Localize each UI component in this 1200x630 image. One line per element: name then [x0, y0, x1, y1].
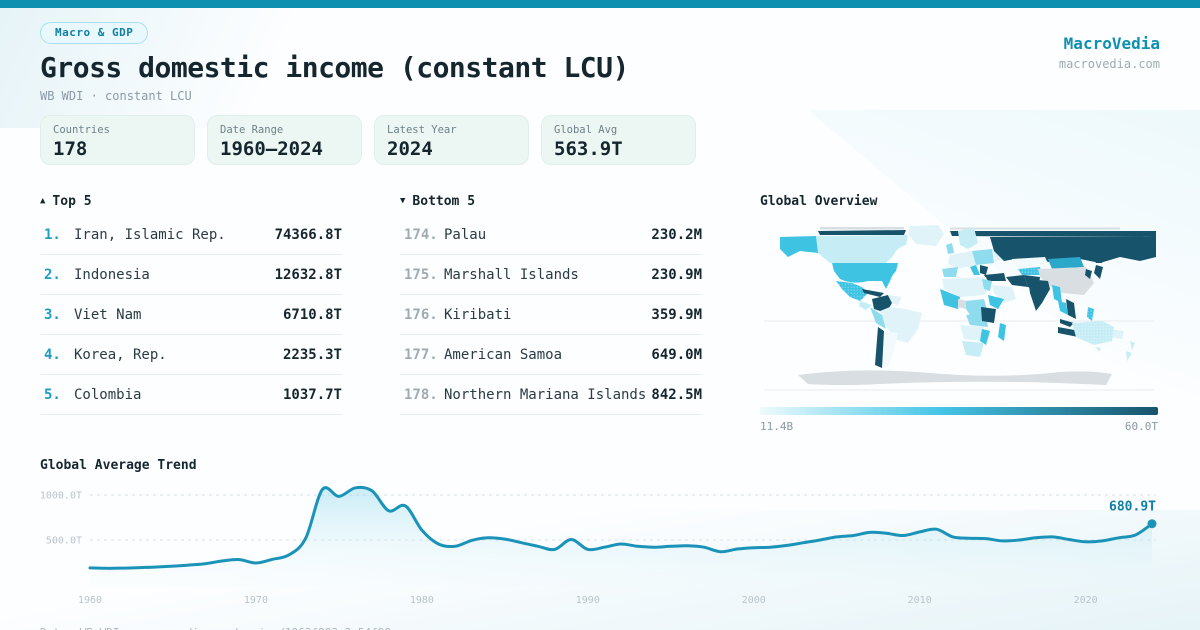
triangle-down-icon: ▼ [400, 196, 406, 206]
rank-number: 4. [44, 346, 61, 363]
list-item: 3. Viet Nam 6710.8T [40, 295, 342, 335]
country-name: Korea, Rep. [74, 346, 167, 363]
country-name: Kiribati [444, 306, 512, 323]
stat-label: Latest Year [387, 124, 457, 136]
stat-cards-row: Countries 178 Date Range 1960—2024 Lates… [40, 115, 1160, 165]
country-value: 230.2M [651, 226, 702, 243]
list-item: 177. American Samoa 649.0M [400, 335, 702, 375]
stat-label: Global Avg [554, 124, 618, 136]
top5-title: Top 5 [52, 193, 92, 209]
rank-number: 177. [404, 346, 438, 363]
list-item: 5. Colombia 1037.7T [40, 375, 342, 415]
country-value: 6710.8T [282, 306, 342, 323]
category-badge[interactable]: Macro & GDP [40, 22, 149, 44]
map-title: Global Overview [760, 193, 878, 209]
svg-text:500.0T: 500.0T [46, 536, 82, 547]
list-item: 175. Marshall Islands 230.9M [400, 255, 702, 295]
global-overview-panel: Global Overview [760, 191, 1158, 433]
stat-card-date-range: Date Range 1960—2024 [207, 115, 362, 165]
trend-line-chart: 500.0T 1000.0T 1960 1970 1980 1990 2000 2010 202… [40, 485, 1157, 606]
list-item: 178. Northern Mariana Islands 842.5M [400, 375, 702, 415]
list-item: 176. Kiribati 359.9M [400, 295, 702, 335]
list-item: 4. Korea, Rep. 2235.3T [40, 335, 342, 375]
rank-number: 3. [44, 306, 61, 323]
svg-text:2020: 2020 [1074, 595, 1098, 606]
stat-value: 1960—2024 [220, 138, 323, 160]
country-name: Viet Nam [74, 306, 142, 323]
country-value: 842.5M [651, 386, 702, 403]
top5-panel: ▲ Top 5 1. Iran, Islamic Rep. 74366.8T 2… [40, 191, 342, 433]
country-name: Marshall Islands [444, 266, 579, 283]
rank-number: 178. [404, 386, 438, 403]
world-choropleth-map [764, 225, 1156, 391]
svg-text:2000: 2000 [742, 595, 766, 606]
country-name: Palau [444, 226, 487, 243]
svg-text:1960: 1960 [78, 595, 102, 606]
rank-number: 5. [44, 386, 61, 403]
stat-value: 563.9T [554, 138, 623, 160]
map-regions [780, 225, 1156, 385]
legend-max-label: 60.0T [1124, 420, 1158, 433]
svg-text:1980: 1980 [410, 595, 434, 606]
brand-name[interactable]: MacroVedia [1063, 34, 1160, 53]
country-name: Iran, Islamic Rep. [74, 226, 226, 243]
stat-label: Countries [53, 124, 110, 136]
page-title: Gross domestic income (constant LCU) [40, 51, 629, 84]
bottom5-panel: ▼ Bottom 5 174. Palau 230.2M 175. Marsha… [400, 191, 702, 433]
country-name: Indonesia [74, 266, 150, 283]
top5-header: ▲ Top 5 [40, 191, 342, 211]
svg-text:2010: 2010 [908, 595, 932, 606]
stat-value: 178 [53, 138, 88, 160]
stat-card-latest-year: Latest Year 2024 [374, 115, 529, 165]
choropleth-legend-gradient [760, 407, 1158, 415]
list-item: 2. Indonesia 12632.8T [40, 255, 342, 295]
country-value: 1037.7T [282, 386, 342, 403]
stat-value: 2024 [387, 138, 433, 160]
svg-text:1990: 1990 [576, 595, 600, 606]
brand-domain[interactable]: macrovedia.com [1058, 57, 1160, 71]
triangle-up-icon: ▲ [40, 196, 46, 206]
stat-card-global-avg: Global Avg 563.9T [541, 115, 696, 165]
rank-number: 175. [404, 266, 438, 283]
country-value: 359.9M [651, 306, 702, 323]
country-value: 230.9M [651, 266, 702, 283]
country-name: Northern Mariana Islands [444, 386, 647, 403]
brand-block: MacroVedia macrovedia.com [1059, 34, 1160, 71]
trend-section: Global Average Trend 500.0T 1000.0T 1960 19… [40, 455, 1160, 610]
bottom5-title: Bottom 5 [412, 193, 476, 209]
list-item: 1. Iran, Islamic Rep. 74366.8T [40, 215, 342, 255]
legend-min-label: 11.4B [760, 420, 794, 433]
page-subtitle: WB WDI · constant LCU [40, 89, 192, 103]
country-value: 649.0M [651, 346, 702, 363]
country-name: American Samoa [444, 346, 563, 363]
stat-card-countries: Countries 178 [40, 115, 195, 165]
bottom5-header: ▼ Bottom 5 [400, 191, 702, 211]
rank-number: 174. [404, 226, 438, 243]
stat-label: Date Range [220, 124, 284, 136]
svg-text:1000.0T: 1000.0T [40, 491, 82, 502]
footer-source[interactable]: Data: WB WDI · macrovedia.com/series/196… [40, 626, 1160, 630]
list-item: 174. Palau 230.2M [400, 215, 702, 255]
svg-text:1970: 1970 [244, 595, 268, 606]
trend-title: Global Average Trend [40, 457, 197, 473]
country-value: 2235.3T [282, 346, 342, 363]
top-accent-bar [0, 0, 1200, 8]
country-value: 12632.8T [274, 266, 342, 283]
svg-text:680.9T: 680.9T [1109, 500, 1156, 515]
country-value: 74366.8T [274, 226, 342, 243]
country-name: Colombia [74, 386, 142, 403]
rank-number: 1. [44, 226, 61, 243]
rank-number: 176. [404, 306, 438, 323]
rank-number: 2. [44, 266, 61, 283]
